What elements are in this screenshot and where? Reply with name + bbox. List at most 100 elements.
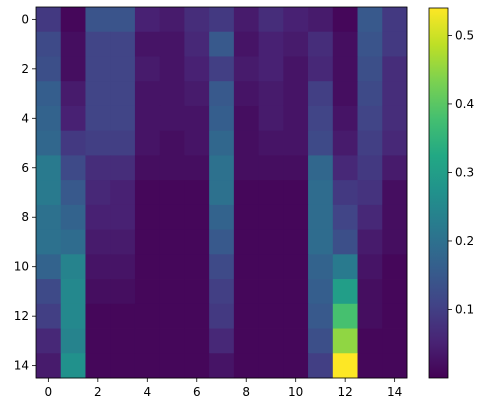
heatmap-cell (308, 155, 334, 181)
heatmap-cell (283, 328, 309, 354)
colorbar-tick-label: 0.5 (455, 28, 474, 42)
heatmap-cell (258, 353, 284, 379)
heatmap-cell (110, 229, 136, 255)
x-tick-label: 8 (242, 385, 250, 399)
heatmap-cell (159, 56, 185, 82)
heatmap-cell (159, 130, 185, 156)
heatmap-cell (258, 31, 284, 57)
heatmap-cell (209, 254, 235, 280)
heatmap-cell (233, 303, 259, 329)
heatmap-cell (134, 328, 161, 354)
x-tick-label: 4 (143, 385, 151, 399)
heatmap-cell (233, 130, 259, 156)
y-tick-label: 4 (21, 111, 29, 125)
colorbar-ticks: 0.1 0.2 0.3 0.4 0.5 (448, 28, 474, 316)
heatmap-cell (332, 204, 358, 230)
heatmap-cell (60, 353, 86, 379)
heatmap-cell (382, 303, 408, 329)
heatmap-cell (60, 81, 86, 107)
heatmap-cell (159, 279, 185, 305)
heatmap-cell (382, 328, 408, 354)
heatmap-cell (85, 155, 111, 181)
heatmap-cell (357, 229, 383, 255)
heatmap-cell (332, 229, 358, 255)
heatmap-cell (60, 279, 86, 305)
heatmap-cell (159, 105, 185, 132)
heatmap-cell (85, 130, 111, 156)
heatmap-cell (357, 303, 383, 329)
heatmap-cell (36, 229, 62, 255)
heatmap-cell (258, 130, 284, 156)
heatmap-cell (283, 7, 309, 33)
heatmap-cell (134, 130, 161, 156)
heatmap-cell (382, 130, 408, 156)
heatmap-cell (209, 353, 235, 379)
heatmap-cell (283, 303, 309, 329)
heatmap-cell (209, 7, 235, 33)
heatmap-cell (308, 130, 334, 156)
heatmap-cells (36, 7, 408, 379)
heatmap-cell (332, 353, 358, 379)
heatmap-cell (134, 56, 161, 82)
heatmap-cell (134, 180, 161, 206)
heatmap-cell (332, 279, 358, 305)
heatmap-cell (258, 204, 284, 230)
heatmap-cell (332, 81, 358, 107)
heatmap-cell (36, 279, 62, 305)
y-tick-label: 8 (21, 210, 29, 224)
heatmap-cell (283, 81, 309, 107)
heatmap-cell (110, 303, 136, 329)
heatmap-cell (357, 204, 383, 230)
heatmap-cell (357, 155, 383, 181)
heatmap-cell (233, 105, 259, 132)
heatmap-cell (36, 204, 62, 230)
heatmap-cell (283, 56, 309, 82)
heatmap-cell (184, 7, 210, 33)
heatmap-cell (233, 81, 259, 107)
heatmap-cell (159, 7, 185, 33)
heatmap-cell (110, 328, 136, 354)
heatmap-cell (332, 303, 358, 329)
heatmap-cell (382, 81, 408, 107)
heatmap-cell (36, 155, 62, 181)
heatmap-cell (357, 81, 383, 107)
heatmap-cell (382, 204, 408, 230)
x-tick-label: 2 (94, 385, 102, 399)
heatmap-cell (357, 56, 383, 82)
heatmap-cell (357, 180, 383, 206)
heatmap-cell (233, 279, 259, 305)
heatmap-cell (184, 254, 210, 280)
heatmap-cell (134, 105, 161, 132)
heatmap-cell (85, 31, 111, 57)
heatmap-cell (36, 353, 62, 379)
heatmap-cell (184, 229, 210, 255)
heatmap-cell (60, 56, 86, 82)
heatmap-cell (308, 279, 334, 305)
heatmap-cell (382, 105, 408, 132)
heatmap-cell (159, 204, 185, 230)
heatmap-cell (60, 180, 86, 206)
heatmap-cell (85, 353, 111, 379)
heatmap-cell (184, 180, 210, 206)
heatmap-cell (283, 254, 309, 280)
heatmap-cell (110, 130, 136, 156)
heatmap-cell (159, 303, 185, 329)
heatmap-cell (184, 204, 210, 230)
heatmap-cell (233, 328, 259, 354)
heatmap-cell (60, 254, 86, 280)
heatmap-cell (184, 130, 210, 156)
x-tick-label: 12 (338, 385, 353, 399)
heatmap-cell (258, 254, 284, 280)
heatmap-cell (134, 254, 161, 280)
heatmap-cell (209, 229, 235, 255)
x-axis-ticks: 0 2 4 6 8 10 12 14 (45, 378, 402, 399)
heatmap-cell (209, 279, 235, 305)
heatmap-cell (60, 7, 86, 33)
heatmap-cell (258, 7, 284, 33)
heatmap-cell (110, 155, 136, 181)
heatmap-cell (184, 303, 210, 329)
heatmap-cell (60, 303, 86, 329)
heatmap-cell (159, 328, 185, 354)
heatmap-cell (85, 229, 111, 255)
heatmap-cell (233, 7, 259, 33)
